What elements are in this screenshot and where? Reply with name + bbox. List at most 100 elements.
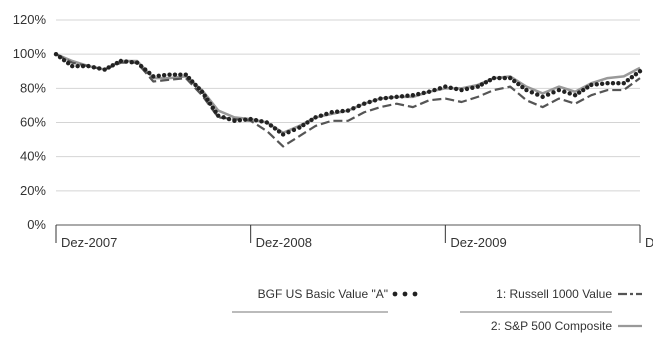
series-dot: [576, 90, 582, 95]
series-dot: [190, 79, 195, 84]
series-dot: [594, 82, 599, 87]
series-dot: [297, 125, 302, 130]
series-dot: [70, 63, 75, 69]
series-dot: [589, 82, 594, 88]
legend-item: 2: S&P 500 Composite: [491, 319, 642, 333]
legend-symbol: [412, 291, 418, 297]
series-dot: [345, 108, 351, 113]
y-tick-label: 40%: [20, 149, 46, 164]
series-dot: [186, 75, 192, 81]
series-dot: [318, 113, 324, 118]
series-dot: [512, 78, 517, 84]
series-russell-1000-value: [55, 53, 641, 148]
series-dot: [524, 87, 529, 93]
series-dot: [426, 89, 432, 94]
series-dot: [264, 120, 270, 125]
series-dot: [459, 87, 464, 93]
series-dot: [625, 78, 631, 83]
series-dot: [129, 59, 134, 65]
series-dot: [610, 81, 616, 86]
series-dot: [378, 96, 383, 101]
series-dot: [213, 109, 218, 114]
y-tick-label: 100%: [13, 46, 47, 61]
series-dot: [551, 90, 556, 95]
series-dot: [324, 111, 329, 117]
series-dot: [199, 89, 205, 94]
series-dot: [502, 75, 508, 81]
series-dot: [216, 113, 221, 118]
series-dot: [556, 87, 562, 93]
series-dot: [138, 63, 144, 69]
series-dot: [57, 54, 63, 60]
series-dot: [253, 118, 259, 123]
series-dot: [272, 126, 278, 131]
series-dot: [599, 81, 605, 86]
series-dot: [110, 63, 115, 68]
series-dot: [91, 65, 97, 70]
series-dot: [207, 101, 213, 106]
series-dot: [464, 86, 470, 92]
x-tick-label: Dez-2007: [61, 235, 117, 250]
series-dot: [562, 89, 567, 94]
series-dot: [405, 93, 410, 98]
series-dot: [633, 72, 639, 77]
series-basic-value: [53, 51, 643, 137]
series-dot: [167, 72, 172, 77]
series-dot: [301, 122, 306, 128]
y-tick-label: 0%: [27, 217, 46, 232]
x-tick-label: Dez-2009: [450, 235, 506, 250]
series-dot: [147, 70, 152, 76]
series-dot: [193, 82, 198, 88]
series-dot: [605, 81, 610, 86]
series-dot: [118, 58, 124, 64]
series-dot: [545, 92, 551, 97]
legend-item: BGF US Basic Value "A": [232, 287, 418, 313]
series-dot: [351, 106, 356, 111]
series-dot: [637, 69, 643, 74]
series-dot: [291, 127, 297, 133]
series-dot: [329, 110, 334, 115]
x-tick-label: Dez-2010: [645, 235, 653, 250]
series-dot: [106, 65, 111, 70]
series-dot: [334, 109, 340, 114]
series-dot: [479, 82, 485, 87]
series-dot: [399, 94, 405, 99]
series-dot: [572, 92, 578, 98]
series-dot: [529, 90, 535, 95]
series-dot: [567, 91, 572, 96]
x-tick-label: Dez-2008: [256, 235, 312, 250]
series-dot: [86, 63, 91, 69]
series-dot: [448, 85, 453, 90]
series-dot: [340, 108, 345, 114]
series-dot: [508, 75, 513, 81]
series-dot: [53, 51, 59, 57]
series-dot: [313, 115, 318, 120]
series-dot: [124, 59, 129, 64]
legend-symbol: [392, 291, 398, 297]
series-dot: [172, 72, 178, 77]
series-dot: [453, 86, 459, 92]
series-dot: [421, 90, 426, 96]
series-dot: [161, 73, 167, 78]
series-dot: [475, 84, 480, 89]
series-dot: [221, 115, 226, 120]
legend-label: 2: S&P 500 Composite: [491, 319, 613, 333]
series-dot: [248, 116, 253, 122]
y-axis-tick-labels: 0% 20% 40% 60% 80% 100% 120%: [13, 12, 47, 232]
series-dot: [535, 92, 540, 97]
series-dot: [309, 117, 314, 123]
legend-label: BGF US Basic Value "A": [258, 287, 388, 301]
series-dot: [65, 60, 71, 66]
series-dot: [232, 118, 237, 123]
legend: BGF US Basic Value "A" 1: Russell 1000 Va…: [232, 287, 642, 333]
x-axis: Dez-2007 Dez-2008 Dez-2009 Dez-2010: [55, 225, 653, 250]
series-dot: [437, 86, 443, 91]
legend-label: 1: Russell 1000 Value: [496, 287, 612, 301]
series-dot: [75, 63, 80, 69]
series-dot: [280, 132, 286, 137]
series-dot: [196, 86, 201, 91]
series-dot: [80, 63, 86, 69]
series-dot: [470, 85, 475, 90]
series-dot: [621, 81, 626, 86]
